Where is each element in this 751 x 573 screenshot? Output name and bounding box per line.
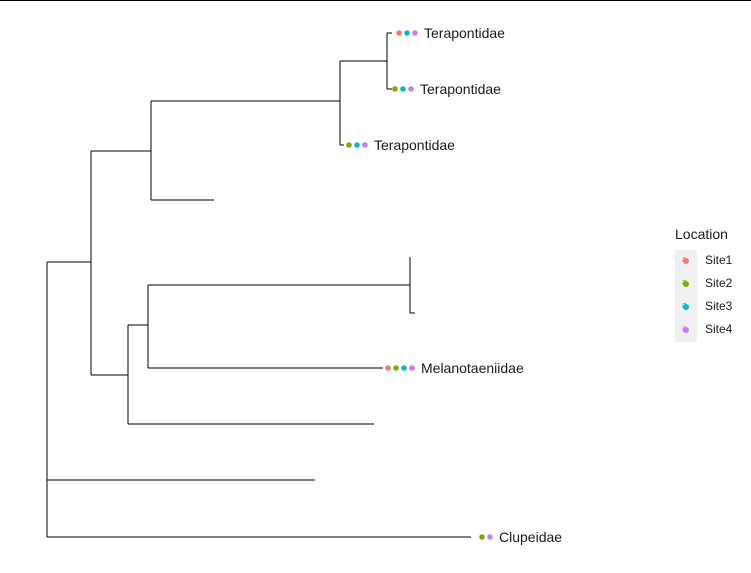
tip-site-dot (404, 30, 410, 36)
tip-site-dot (401, 365, 407, 371)
tip-site-dot (396, 30, 402, 36)
legend-items: a Site1 a Site2 a Site3 a Site4 (670, 250, 742, 342)
legend-swatch-dot (683, 304, 689, 310)
tip-site-dot (487, 534, 493, 540)
legend-key: a (675, 250, 697, 273)
legend-item: a Site1 (670, 250, 742, 273)
legend-key: a (675, 273, 697, 296)
legend-item: a Site3 (670, 296, 742, 319)
legend: Location a Site1 a Site2 a Site3 a Site4 (670, 226, 742, 342)
tree-tips: Terapontidae Terapontidae Terapontidae Mela… (346, 25, 562, 545)
legend-key: a (675, 319, 697, 342)
legend-key: a (675, 296, 697, 319)
top-border (0, 0, 751, 1)
tip-site-dot (479, 534, 485, 540)
tip-site-dot (346, 142, 352, 148)
tree-tip: Clupeidae (479, 529, 562, 545)
legend-swatch-dot (683, 327, 689, 333)
tip-label: Terapontidae (424, 25, 505, 41)
tip-site-dot (400, 86, 406, 92)
legend-item: a Site2 (670, 273, 742, 296)
tree-tip: Terapontidae (392, 81, 501, 97)
tip-site-dot (354, 142, 360, 148)
legend-label: Site3 (705, 299, 733, 313)
legend-swatch-dot (683, 281, 689, 287)
tip-site-dot (362, 142, 368, 148)
legend-title: Location (675, 226, 728, 242)
tree-tip: Terapontidae (346, 137, 455, 153)
tree-tip: Terapontidae (396, 25, 505, 41)
tip-label: Terapontidae (420, 81, 501, 97)
legend-glyph: a (682, 254, 688, 264)
tip-site-dot (409, 365, 415, 371)
tip-site-dot (393, 365, 399, 371)
tree-branches (46, 32, 471, 538)
tree-tip: Melanotaeniidae (385, 360, 524, 376)
tip-site-dot (408, 86, 414, 92)
legend-item: a Site4 (670, 319, 742, 342)
legend-label: Site2 (705, 276, 733, 290)
tip-label: Melanotaeniidae (421, 360, 524, 376)
tip-site-dot (392, 86, 398, 92)
tip-site-dot (385, 365, 391, 371)
legend-label: Site1 (705, 253, 733, 267)
legend-glyph: a (682, 323, 688, 333)
legend-label: Site4 (705, 322, 733, 336)
tip-label: Clupeidae (499, 529, 562, 545)
legend-glyph: a (682, 277, 688, 287)
tip-label: Terapontidae (374, 137, 455, 153)
tip-site-dot (412, 30, 418, 36)
legend-swatch-dot (683, 258, 689, 264)
legend-glyph: a (682, 300, 688, 310)
